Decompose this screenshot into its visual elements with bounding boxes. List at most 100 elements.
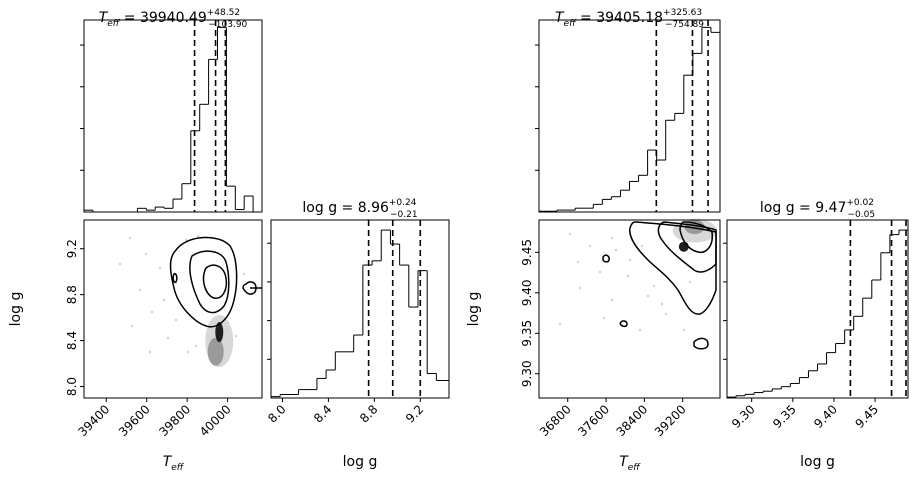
x-tick-label: 8.4 (311, 402, 334, 425)
sample-point (197, 235, 199, 237)
sample-point (577, 261, 579, 263)
axes-frame (538, 19, 721, 213)
sample-point (131, 325, 133, 327)
axes-frame (83, 219, 263, 399)
y-tick-label: 8.4 (65, 331, 79, 350)
density-contour (693, 337, 709, 350)
density-contour (619, 320, 628, 328)
sample-point (627, 275, 629, 277)
x-label-subscript: eff (171, 463, 185, 473)
x-tick-label: 39800 (156, 402, 193, 439)
y-tick-label: 9.40 (520, 279, 534, 306)
sample-point (167, 337, 169, 339)
x-tick-label: 39400 (75, 402, 112, 439)
sample-point (611, 299, 613, 301)
y-axis-label: log g (8, 292, 24, 327)
axes-frame (726, 219, 909, 399)
title-symbol: T (555, 10, 565, 26)
teff-histogram-panel: Teff = 39940.49+48.52 −103.90 (80, 8, 263, 213)
sample-point (235, 335, 237, 337)
title-equals: = (119, 10, 140, 26)
y-tick-label: 8.0 (65, 377, 79, 396)
density-contour (169, 236, 238, 328)
teff-title: Teff = 39940.49+48.52 −103.90 (99, 8, 248, 30)
sample-point (603, 317, 605, 319)
title-median: 8.96 (358, 200, 389, 216)
x-tick-label: 8.8 (357, 402, 380, 425)
logg-histogram-panel: 9.30 9.35 9.40 9.45 log g log g = 9.47+0.02 −0… (723, 198, 909, 470)
title-prefix: log g = (760, 200, 815, 216)
sample-point (119, 263, 121, 265)
x-tick-label: 9.35 (770, 402, 799, 431)
sample-point (159, 267, 161, 269)
sample-point (195, 345, 197, 347)
x-axis-label: Teff (163, 454, 185, 473)
sample-point (683, 329, 685, 331)
title-plus-error: +325.63 (663, 8, 702, 18)
x-axis-label: log g (800, 454, 835, 470)
teff-title: Teff = 39405.18+325.63 −754.89 (555, 8, 704, 30)
title-symbol: T (99, 10, 109, 26)
joint-distribution-panel: 39400 39600 39800 40000 8.0 8.4 8.8 9.2 Teff log … (8, 219, 263, 473)
title-plus-error: +0.02 (846, 198, 874, 208)
axes-frame (270, 219, 450, 399)
title-prefix: log g = (302, 200, 357, 216)
sample-point (175, 319, 177, 321)
x-tick-label: 9.2 (403, 402, 426, 425)
title-plus-error: +0.24 (389, 198, 417, 208)
x-tick-label: 38400 (614, 402, 651, 439)
sample-point (579, 287, 581, 289)
x-tick-label: 39200 (652, 402, 689, 439)
sample-point (665, 313, 667, 315)
logg-title: log g = 9.47+0.02 −0.05 (760, 198, 875, 220)
sample-point (615, 249, 617, 251)
title-median: 39405.18 (596, 10, 663, 26)
y-tick-label: 8.8 (65, 285, 79, 304)
sample-point (163, 299, 165, 301)
title-minus-error: −0.05 (847, 210, 875, 220)
x-tick-label: 9.45 (852, 402, 881, 431)
title-minus-error: −0.21 (390, 210, 418, 220)
sample-point (647, 295, 649, 297)
y-tick-label: 9.45 (520, 239, 534, 266)
x-tick-label: 36800 (537, 402, 574, 439)
sample-point (661, 303, 663, 305)
sample-point (151, 311, 153, 313)
x-label-subscript: eff (628, 463, 642, 473)
sample-point (639, 329, 641, 331)
y-tick-label: 9.30 (520, 360, 534, 387)
sample-point (611, 237, 613, 239)
sample-point (185, 239, 187, 241)
title-subscript: eff (564, 19, 578, 29)
title-subscript: eff (107, 19, 121, 29)
title-minus-error: −754.89 (665, 20, 704, 30)
x-label-symbol: T (163, 454, 173, 470)
axes-frame (83, 19, 263, 213)
sample-point (599, 271, 601, 273)
sample-point (145, 253, 147, 255)
sample-point (559, 323, 561, 325)
x-tick-label: 8.0 (265, 402, 288, 425)
density-contour (242, 281, 257, 295)
sample-point (653, 285, 655, 287)
sample-point (641, 245, 643, 247)
title-plus-error: +48.52 (207, 8, 240, 18)
x-axis-label: log g (343, 454, 378, 470)
density-contour (679, 221, 714, 254)
title-equals: = (576, 10, 597, 26)
corner-plot-1: Teff = 39940.49+48.52 −103.90 39400 39600 39… (8, 8, 450, 473)
joint-distribution-panel: 36800 37600 38400 39200 9.30 9.35 9.40 9.45 Teff… (466, 218, 721, 473)
sample-point (589, 245, 591, 247)
sample-point (149, 351, 151, 353)
x-tick-label: 39600 (116, 402, 153, 439)
x-tick-label: 9.30 (729, 402, 758, 431)
title-minus-error: −103.90 (208, 20, 247, 30)
sample-point (629, 259, 631, 261)
title-median: 9.47 (815, 200, 846, 216)
density-contour (189, 250, 230, 314)
sample-point (689, 281, 691, 283)
y-tick-label: 9.2 (65, 239, 79, 258)
logg-title: log g = 8.96+0.24 −0.21 (302, 198, 417, 220)
